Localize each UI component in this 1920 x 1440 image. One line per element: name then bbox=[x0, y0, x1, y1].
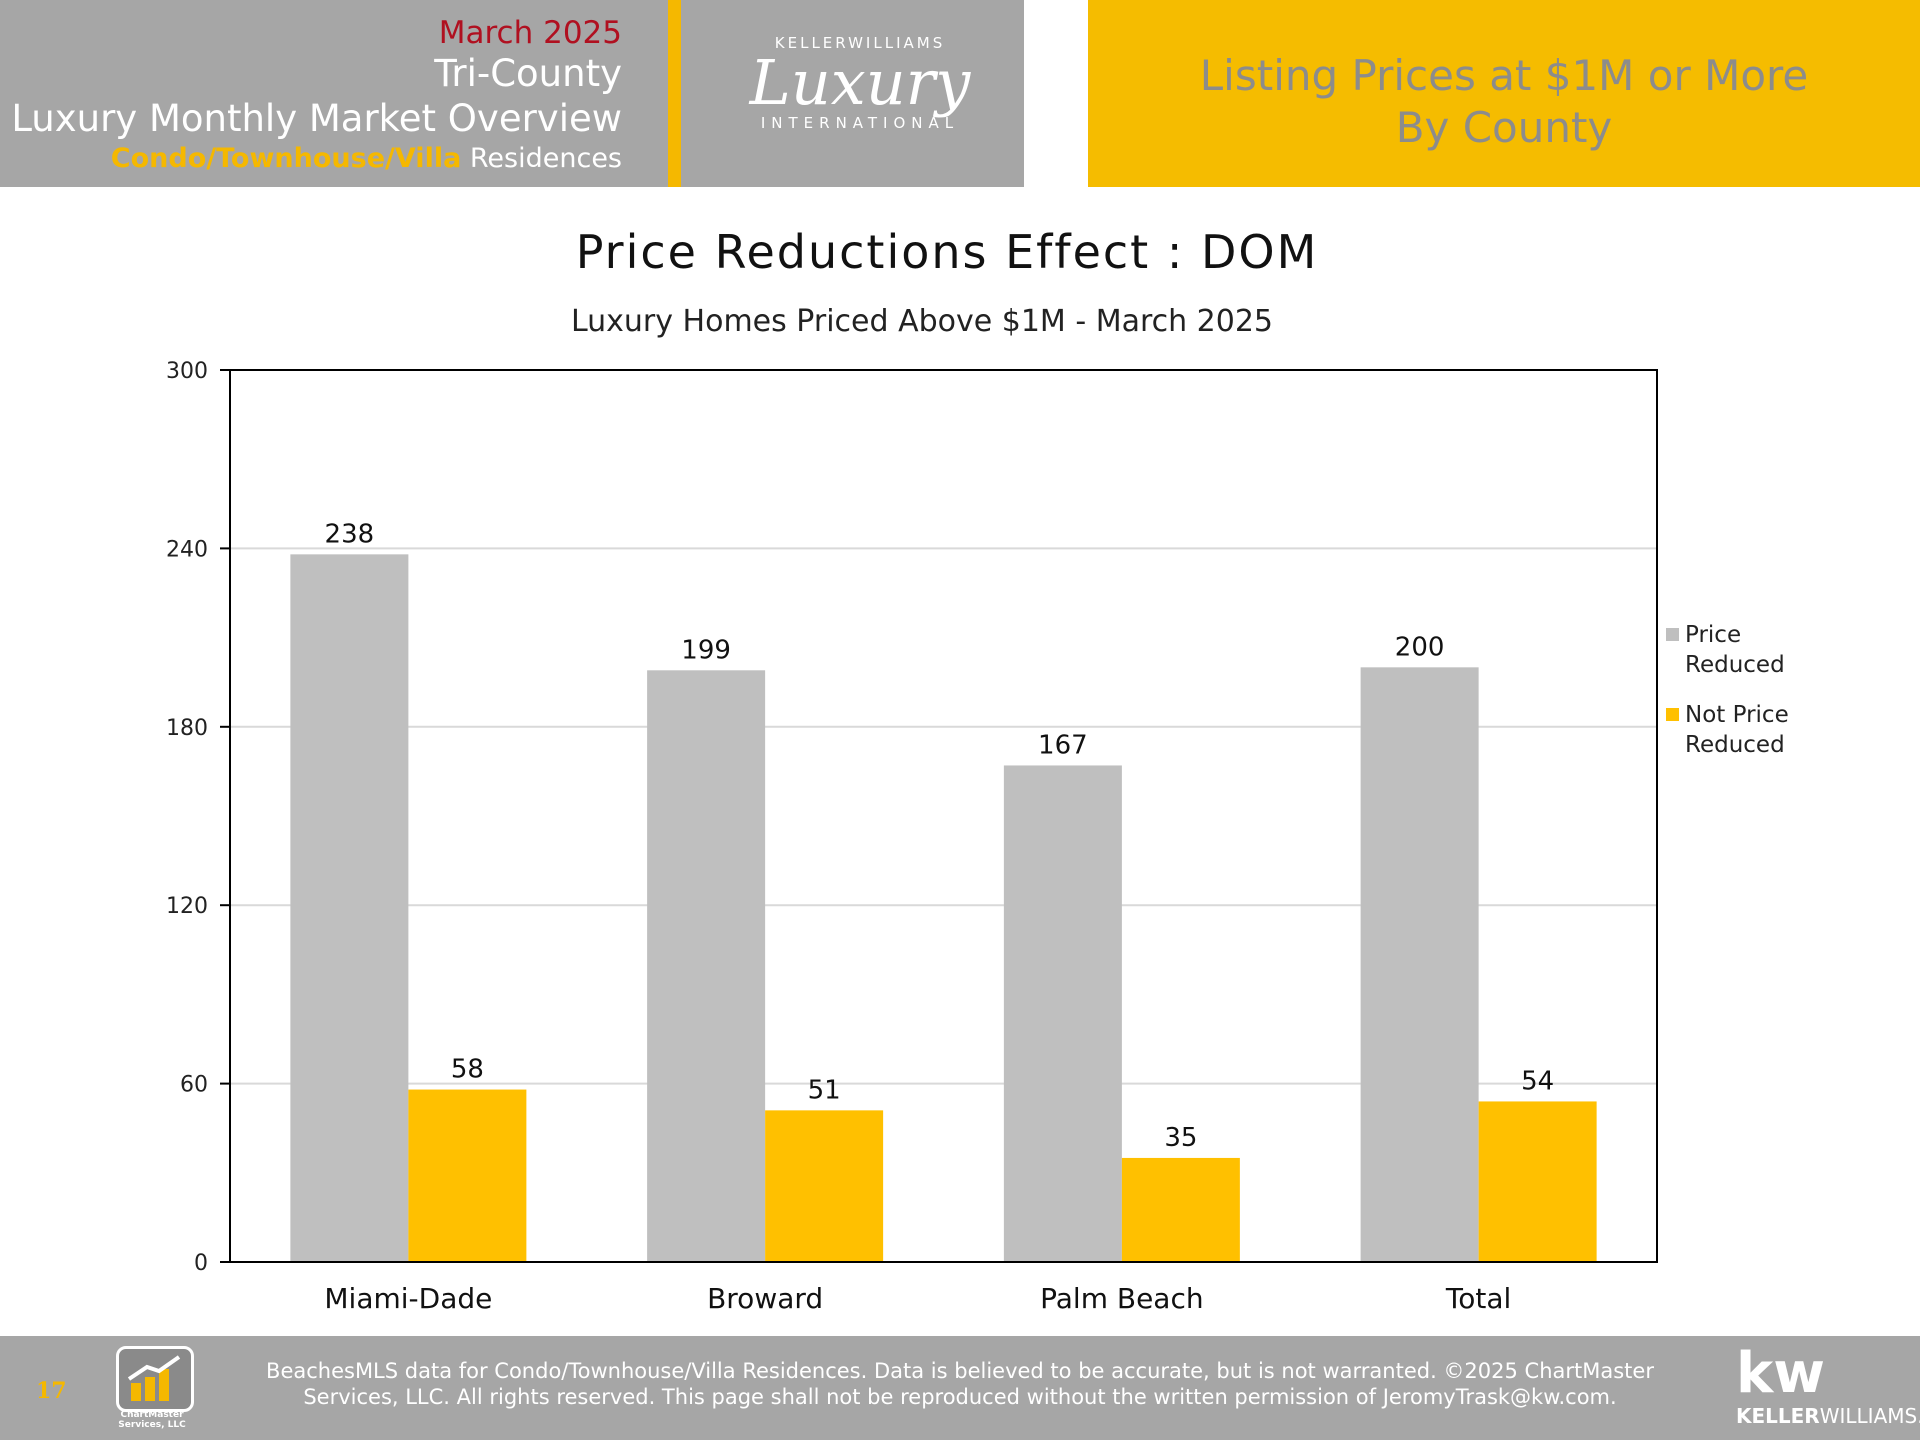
legend-label: Reduced bbox=[1685, 652, 1785, 678]
property-type-rest: Residences bbox=[461, 143, 622, 174]
data-label: 200 bbox=[1395, 632, 1445, 662]
kw-logo: kw bbox=[1736, 1341, 1825, 1406]
kw-wordmark: KELLERWILLIAMS. bbox=[1736, 1404, 1920, 1428]
data-label: 238 bbox=[325, 519, 375, 549]
kw-wordmark-rest: WILLIAMS. bbox=[1819, 1404, 1920, 1428]
y-tick-label: 120 bbox=[166, 894, 208, 919]
y-tick-label: 240 bbox=[166, 537, 208, 562]
bar bbox=[290, 554, 409, 1262]
bar bbox=[765, 1110, 884, 1262]
disclaimer-line2: Services, LLC. All rights reserved. This… bbox=[303, 1385, 1617, 1409]
data-label: 167 bbox=[1038, 730, 1088, 760]
chart-bars bbox=[290, 554, 1597, 1262]
footer-disclaimer: BeachesMLS data for Condo/Townhouse/Vill… bbox=[230, 1358, 1690, 1410]
report-region: Tri-County bbox=[434, 52, 622, 95]
legend-label: Reduced bbox=[1685, 732, 1785, 758]
plot-frame bbox=[229, 369, 1658, 1263]
kw-wordmark-bold: KELLER bbox=[1736, 1404, 1820, 1428]
x-tick-label: Broward bbox=[707, 1282, 823, 1315]
x-tick-label: Miami-Dade bbox=[324, 1282, 492, 1315]
page-number: 17 bbox=[36, 1378, 67, 1404]
chart-growth-icon bbox=[127, 1355, 181, 1401]
chartmaster-logo bbox=[116, 1346, 194, 1412]
header-divider bbox=[668, 0, 681, 187]
page-title-line2: By County bbox=[1395, 103, 1613, 152]
data-label: 51 bbox=[808, 1075, 841, 1105]
legend-swatch bbox=[1666, 708, 1679, 721]
logo-brand-bottom: INTERNATIONAL bbox=[760, 114, 960, 132]
page-title-line1: Listing Prices at $1M or More bbox=[1199, 51, 1809, 100]
page-title: Listing Prices at $1M or More By County bbox=[1088, 50, 1920, 154]
chart-legend: Price Reduced Not Price Reduced bbox=[1666, 622, 1789, 758]
disclaimer-line1: BeachesMLS data for Condo/Townhouse/Vill… bbox=[266, 1359, 1654, 1383]
x-axis: Miami-Dade Broward Palm Beach Total bbox=[324, 1282, 1511, 1315]
bar bbox=[647, 670, 766, 1262]
chart-title: Price Reductions Effect : DOM bbox=[576, 225, 1319, 279]
legend-label: Not Price bbox=[1685, 702, 1789, 728]
data-label: 35 bbox=[1164, 1123, 1197, 1153]
dom-bar-chart: Price Reductions Effect : DOM Luxury Hom… bbox=[166, 225, 1789, 1315]
bar bbox=[1478, 1101, 1597, 1262]
chart-data-labels: 238 58 199 51 167 35 200 54 bbox=[325, 519, 1555, 1153]
y-tick-label: 0 bbox=[194, 1251, 208, 1276]
logo-brand-top: KELLERWILLIAMS bbox=[774, 34, 946, 52]
y-tick-label: 300 bbox=[166, 359, 208, 384]
chartmaster-logo-text: ChartMaster Services, LLC bbox=[118, 1410, 186, 1430]
kw-luxury-logo: KELLERWILLIAMS Luxury INTERNATIONAL bbox=[700, 34, 1020, 144]
footer: 17 ChartMaster Services, LLC BeachesMLS … bbox=[0, 1336, 1920, 1440]
y-tick-label: 60 bbox=[180, 1073, 208, 1098]
legend-label: Price bbox=[1685, 622, 1741, 648]
bar bbox=[1003, 765, 1122, 1262]
data-label: 54 bbox=[1521, 1066, 1554, 1096]
property-type: Condo/Townhouse/Villa Residences bbox=[0, 142, 622, 176]
report-name: Luxury Monthly Market Overview bbox=[11, 97, 622, 140]
x-tick-label: Total bbox=[1445, 1282, 1511, 1315]
chart-subtitle: Luxury Homes Priced Above $1M - March 20… bbox=[571, 304, 1273, 339]
data-label: 199 bbox=[681, 635, 731, 665]
y-tick-label: 180 bbox=[166, 716, 208, 741]
header-right-panel bbox=[1088, 0, 1920, 187]
property-type-highlight: Condo/Townhouse/Villa bbox=[110, 143, 462, 174]
bar bbox=[408, 1089, 527, 1262]
bar bbox=[1360, 667, 1479, 1262]
report-date: March 2025 bbox=[438, 15, 622, 51]
logo-brand-script: Luxury bbox=[749, 46, 971, 119]
legend-swatch bbox=[1666, 628, 1679, 641]
data-label: 58 bbox=[451, 1055, 484, 1085]
header-text-block: March 2025 Tri-County Luxury Monthly Mar… bbox=[0, 14, 622, 176]
x-tick-label: Palm Beach bbox=[1040, 1282, 1203, 1315]
y-axis: 0 60 120 180 240 300 bbox=[166, 359, 230, 1276]
bar bbox=[1121, 1157, 1240, 1262]
header-left-panel bbox=[0, 0, 1024, 187]
